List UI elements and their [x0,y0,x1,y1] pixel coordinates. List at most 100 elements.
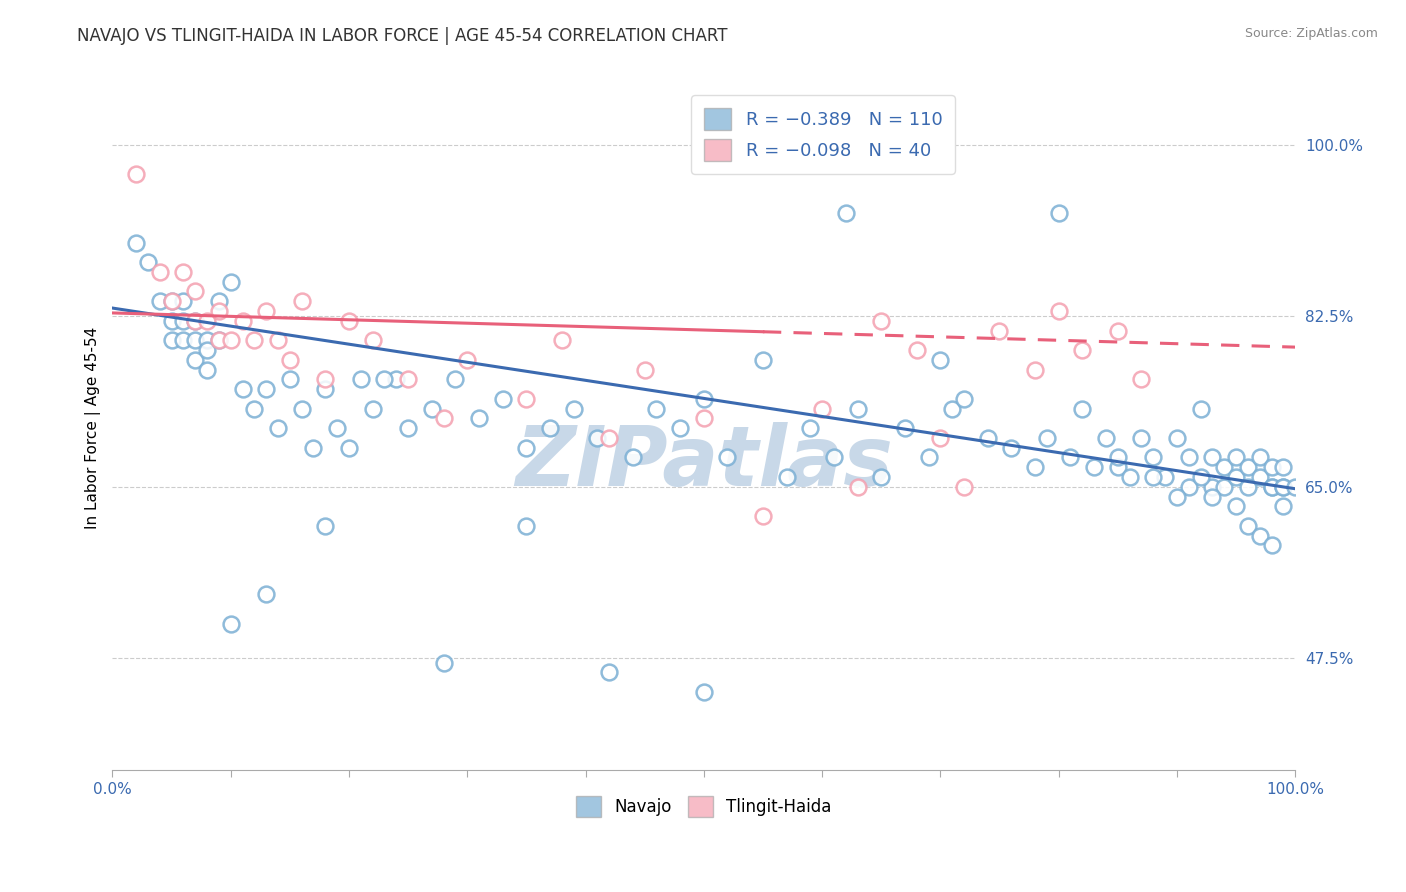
Point [1142,470,1164,484]
Point [125,167,148,181]
Point [1249,450,1271,465]
Point [1272,460,1295,475]
Point [1213,460,1236,475]
Point [195,343,218,357]
Point [1047,206,1070,220]
Point [195,362,218,376]
Point [586,431,609,445]
Point [846,401,869,416]
Point [373,372,395,386]
Point [1237,519,1260,533]
Point [208,294,231,309]
Point [172,314,194,328]
Point [1260,480,1282,494]
Point [1272,500,1295,514]
Point [515,519,537,533]
Point [1225,470,1247,484]
Point [278,352,301,367]
Point [184,314,207,328]
Point [799,421,821,435]
Point [621,450,644,465]
Point [231,314,253,328]
Point [172,333,194,347]
Point [1024,362,1046,376]
Point [870,470,893,484]
Point [278,372,301,386]
Point [598,431,620,445]
Point [1000,441,1022,455]
Point [385,372,408,386]
Point [894,421,917,435]
Point [1260,480,1282,494]
Point [1024,460,1046,475]
Point [350,372,373,386]
Point [929,431,952,445]
Point [208,333,231,347]
Point [172,265,194,279]
Point [444,372,467,386]
Point [160,314,183,328]
Point [1166,431,1188,445]
Point [811,401,834,416]
Point [1225,450,1247,465]
Point [1237,460,1260,475]
Point [669,421,692,435]
Point [1272,480,1295,494]
Point [1237,480,1260,494]
Point [716,450,738,465]
Point [515,441,537,455]
Point [846,480,869,494]
Point [195,314,218,328]
Point [396,372,419,386]
Point [752,352,775,367]
Point [172,294,194,309]
Point [420,401,443,416]
Point [314,519,336,533]
Point [645,401,668,416]
Point [693,685,716,699]
Point [1047,304,1070,318]
Point [1071,401,1094,416]
Text: ZIPatlas: ZIPatlas [515,422,893,503]
Point [396,421,419,435]
Point [184,285,207,299]
Point [941,401,963,416]
Point [1225,500,1247,514]
Point [208,304,231,318]
Point [1260,460,1282,475]
Point [1107,460,1129,475]
Point [208,333,231,347]
Point [125,235,148,250]
Point [219,616,242,631]
Point [1154,470,1177,484]
Point [267,333,290,347]
Point [1177,480,1199,494]
Point [149,265,172,279]
Point [1130,431,1153,445]
Point [1189,401,1212,416]
Point [219,333,242,347]
Point [184,352,207,367]
Point [693,392,716,406]
Point [432,656,454,670]
Legend: Navajo, Tlingit-Haida: Navajo, Tlingit-Haida [569,789,838,823]
Point [1118,470,1140,484]
Point [160,333,183,347]
Point [1107,450,1129,465]
Point [291,401,314,416]
Point [231,382,253,396]
Point [267,421,290,435]
Point [538,421,561,435]
Point [598,665,620,680]
Point [752,509,775,524]
Point [219,275,242,289]
Point [1083,460,1105,475]
Point [1249,470,1271,484]
Point [254,304,277,318]
Point [492,392,515,406]
Point [775,470,797,484]
Point [1059,450,1081,465]
Point [835,206,858,220]
Point [1130,372,1153,386]
Point [1284,480,1306,494]
